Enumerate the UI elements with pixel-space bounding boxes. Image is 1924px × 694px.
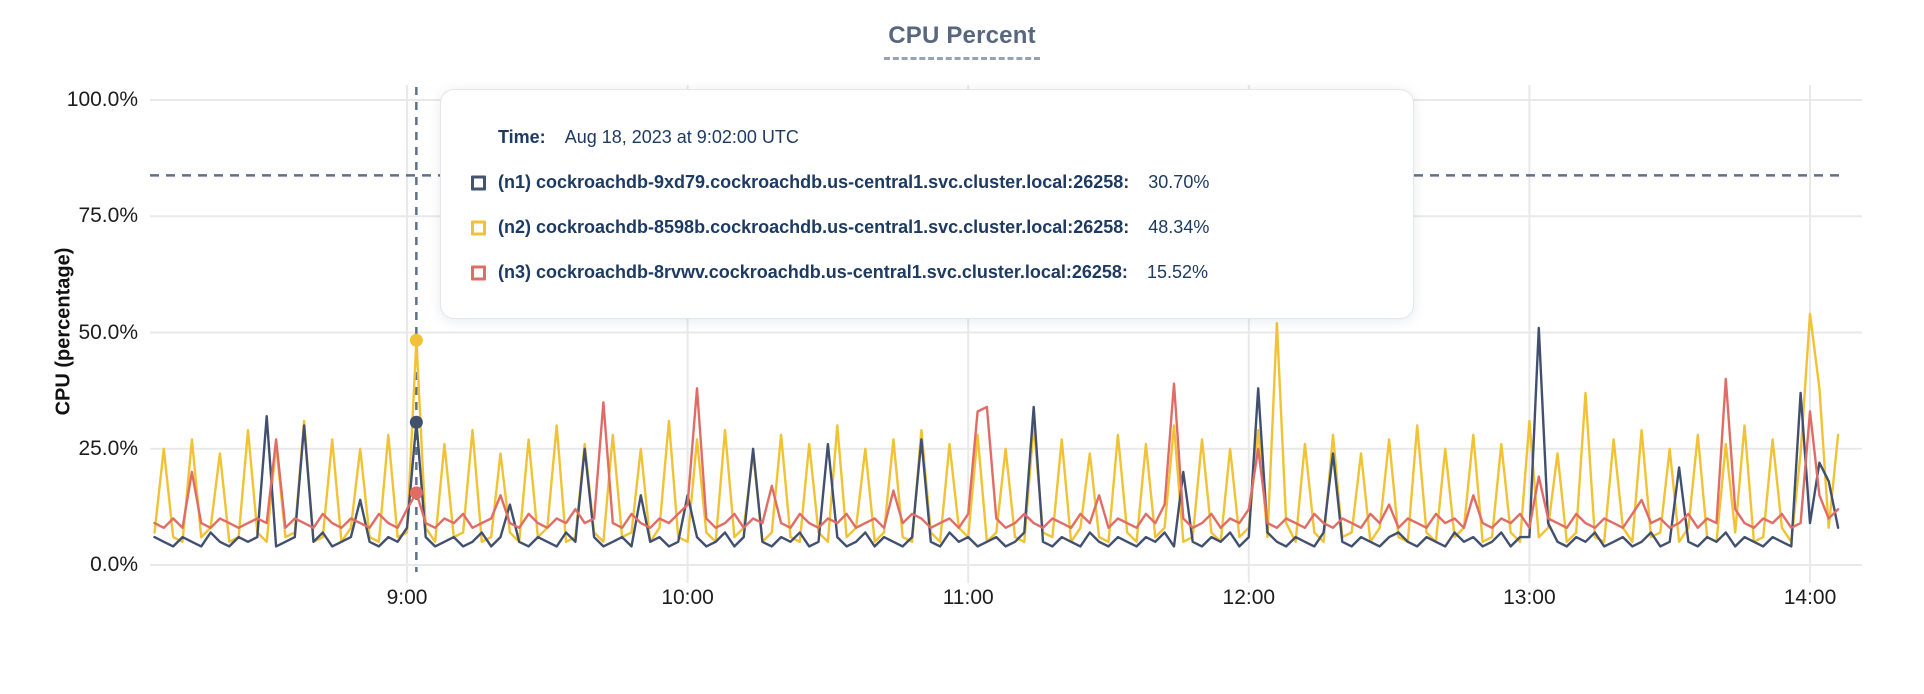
x-tick-label: 13:00 (1503, 586, 1556, 609)
y-tick-label: 75.0% (78, 204, 138, 228)
y-tick-label: 0.0% (90, 553, 138, 576)
tooltip-time-label: Time: (498, 127, 546, 147)
series-n2-value: 48.34% (1148, 217, 1210, 237)
series-n2-marker-icon (471, 220, 486, 235)
series-n3-value: 15.52% (1146, 262, 1209, 282)
y-tick-label: 25.0% (78, 436, 138, 460)
series-line-n3 (153, 377, 1840, 529)
x-tick-label: 12:00 (1222, 586, 1276, 609)
y-tick-label: 50.0% (78, 320, 138, 344)
chart-title: CPU Percent (884, 22, 1040, 60)
series-n2-label: (n2) cockroachdb-8598b.cockroachdb.us-ce… (498, 217, 1130, 237)
tooltip-series-row-n1: (n1) cockroachdb-9xd79.cockroachdb.us-ce… (471, 160, 1413, 205)
tooltip-time-row: Time: Aug 18, 2023 at 9:02:00 UTC (498, 115, 1413, 160)
hover-dot-n3 (409, 486, 423, 500)
series-n3-label: (n3) cockroachdb-8rvwv.cockroachdb.us-ce… (498, 262, 1128, 282)
hover-dot-n1 (409, 415, 423, 429)
tooltip-series-row-n2: (n2) cockroachdb-8598b.cockroachdb.us-ce… (471, 205, 1413, 250)
series-line-n1 (153, 326, 1840, 548)
x-tick-label: 10:00 (661, 586, 714, 609)
series-n1-marker-icon (471, 175, 486, 190)
chart-tooltip: Time: Aug 18, 2023 at 9:02:00 UTC (n1) c… (440, 89, 1414, 319)
series-n1-label: (n1) cockroachdb-9xd79.cockroachdb.us-ce… (498, 172, 1130, 192)
x-tick-label: 9:00 (386, 586, 428, 609)
y-tick-label: 100.0% (66, 88, 138, 111)
series-n1-value: 30.70% (1148, 172, 1210, 192)
series-line-n2 (153, 312, 1840, 543)
tooltip-time-value: Aug 18, 2023 at 9:02:00 UTC (564, 127, 799, 147)
series-n3-marker-icon (471, 265, 486, 280)
tooltip-series-row-n3: (n3) cockroachdb-8rvwv.cockroachdb.us-ce… (471, 250, 1413, 295)
x-tick-label: 11:00 (942, 586, 994, 609)
hover-dot-n2 (409, 333, 423, 347)
chart-title-wrap: CPU Percent (0, 22, 1924, 60)
x-tick-label: 14:00 (1783, 586, 1837, 609)
